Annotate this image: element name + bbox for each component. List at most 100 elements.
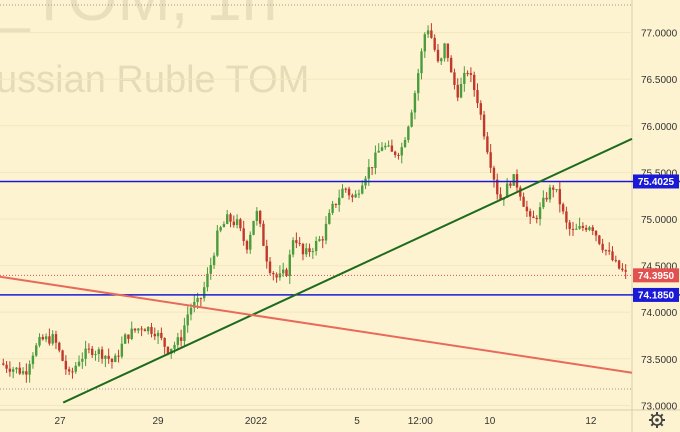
- candle-body: [104, 355, 107, 359]
- price-axis[interactable]: 77.0000 76.5000 76.0000 75.5000 75.0000 74.50…: [641, 29, 678, 413]
- candle-body: [321, 239, 324, 241]
- candle-body: [489, 152, 492, 168]
- candles: [2, 23, 627, 383]
- candle-body: [575, 228, 578, 230]
- candle-body: [288, 254, 291, 276]
- candle-body: [222, 223, 226, 228]
- time-tick-label: 12:00: [408, 416, 433, 427]
- candle-body: [598, 235, 601, 244]
- candle-body: [249, 234, 252, 250]
- candle-body: [328, 212, 331, 224]
- candle-body: [581, 225, 585, 228]
- candle-body: [528, 211, 532, 217]
- candle-body: [35, 345, 38, 356]
- candle-body: [571, 228, 575, 230]
- time-tick-label: 12: [585, 416, 597, 427]
- watermark-name: ussian Ruble TOM: [0, 59, 309, 101]
- candle-body: [229, 214, 232, 222]
- candle-body: [291, 240, 295, 255]
- candle-body: [380, 147, 384, 151]
- candle-body: [492, 167, 496, 180]
- candle-body: [21, 371, 25, 374]
- candle-body: [449, 57, 453, 73]
- candle-body: [486, 136, 489, 153]
- candle-body: [212, 255, 216, 266]
- green-trend-line[interactable]: [62, 137, 633, 404]
- candle-body: [25, 371, 28, 375]
- candle-body: [453, 72, 456, 85]
- candle-body: [84, 348, 87, 359]
- price-tick-label: 73.0000: [641, 401, 678, 412]
- candle-body: [127, 334, 130, 339]
- price-tick-label: 75.5000: [641, 168, 678, 179]
- candle-body: [258, 210, 262, 224]
- candle-body: [196, 298, 199, 302]
- candle-body: [166, 346, 170, 354]
- candle-body: [403, 139, 407, 148]
- candle-body: [209, 265, 212, 274]
- candle-body: [206, 273, 209, 288]
- candle-body: [367, 167, 371, 179]
- candle-body: [611, 251, 614, 261]
- price-tick-label: 73.5000: [641, 355, 678, 366]
- candle-body: [186, 314, 189, 326]
- candle-body: [370, 167, 374, 169]
- candle-body: [558, 189, 562, 205]
- candle-body: [216, 230, 219, 256]
- candle-body: [509, 183, 512, 186]
- candle-body: [5, 364, 8, 369]
- candle-body: [94, 354, 97, 356]
- candle-body: [193, 301, 196, 308]
- candle-body: [568, 222, 571, 229]
- candle-body: [87, 348, 91, 350]
- candle-body: [179, 337, 183, 341]
- candle-body: [91, 348, 94, 355]
- price-tick-label: 74.5000: [641, 262, 678, 273]
- gear-icon[interactable]: [649, 412, 665, 428]
- candle-body: [469, 73, 473, 75]
- level-badge-label: 75.4025: [638, 177, 675, 188]
- time-axis[interactable]: 27 29 2022 5 12:00 10 12: [54, 416, 596, 427]
- candle-body: [548, 187, 552, 200]
- candle-body: [305, 248, 308, 255]
- candle-body: [54, 334, 58, 343]
- candle-body: [624, 270, 627, 272]
- price-tick-label: 77.0000: [641, 29, 678, 40]
- candle-body: [285, 269, 288, 276]
- candle-body: [176, 337, 180, 345]
- candle-body: [100, 349, 104, 359]
- level-badge: [633, 287, 679, 302]
- candle-body: [107, 355, 110, 359]
- candle-body: [519, 187, 522, 197]
- price-tick-label: 75.0000: [641, 215, 678, 226]
- candle-body: [295, 240, 298, 243]
- candle-body: [374, 152, 377, 168]
- candle-body: [357, 193, 361, 195]
- candle-body: [384, 145, 387, 148]
- current-price-badge: [633, 268, 679, 283]
- candle-body: [163, 337, 166, 347]
- red-trend-line[interactable]: [0, 275, 633, 374]
- candle-body: [614, 260, 618, 262]
- candle-body: [426, 30, 430, 35]
- overlay-lines[interactable]: [0, 4, 680, 404]
- candle-body: [347, 188, 351, 196]
- candle-body: [268, 261, 272, 273]
- candle-body: [298, 242, 301, 244]
- candle-body: [173, 344, 176, 349]
- price-tick-label: 76.0000: [641, 122, 678, 133]
- candle-body: [361, 185, 364, 194]
- candle-body: [446, 43, 450, 58]
- candle-body: [58, 342, 61, 351]
- candle-body: [413, 93, 417, 113]
- candle-body: [226, 214, 229, 224]
- candle-body: [245, 240, 249, 250]
- candle-body: [588, 227, 591, 230]
- candle-body: [61, 350, 64, 361]
- candle-body: [272, 272, 275, 275]
- candle-body: [324, 223, 328, 241]
- price-tick-label: 74.0000: [641, 308, 678, 319]
- candle-body: [393, 151, 397, 155]
